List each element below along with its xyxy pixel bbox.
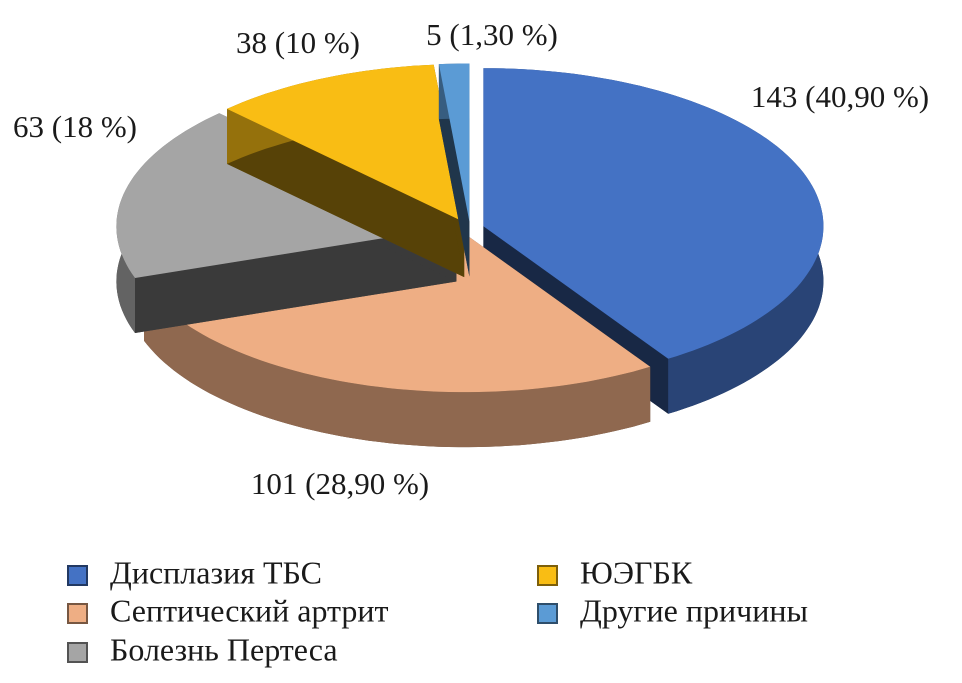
slice-top [483, 68, 824, 359]
legend-marker [67, 565, 88, 586]
legend-label: Дисплазия ТБС [110, 554, 322, 590]
slice-wall [144, 285, 651, 448]
slice-top [438, 63, 470, 222]
legend-label: Болезнь Пертеса [110, 631, 338, 667]
data-label: 5 (1,30 %) [426, 17, 558, 52]
legend-marker [537, 565, 558, 586]
data-label: 101 (28,90 %) [251, 466, 429, 501]
data-label: 38 (10 %) [236, 25, 360, 60]
legend-label: ЮЭГБК [580, 554, 693, 590]
data-label: 63 (18 %) [13, 109, 137, 144]
legend-label: Другие причины [580, 592, 808, 628]
data-label: 143 (40,90 %) [751, 79, 929, 114]
slice-side [135, 226, 457, 333]
slice-top [116, 113, 457, 278]
legend-marker [67, 642, 88, 663]
slice-top [227, 64, 465, 223]
slice [438, 63, 470, 277]
legend-marker [537, 603, 558, 624]
legend-label: Септический артрит [110, 592, 389, 628]
slice-side [227, 108, 465, 278]
legend-marker [67, 603, 88, 624]
